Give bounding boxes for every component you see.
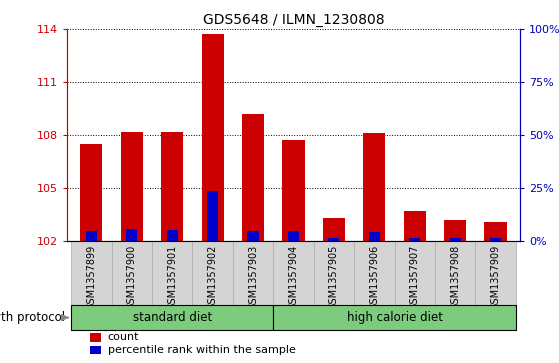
Title: GDS5648 / ILMN_1230808: GDS5648 / ILMN_1230808 bbox=[203, 13, 384, 26]
FancyBboxPatch shape bbox=[273, 241, 314, 305]
Bar bbox=[207, 191, 218, 241]
Bar bbox=[167, 230, 178, 241]
Bar bbox=[273, 305, 516, 330]
Text: GSM1357905: GSM1357905 bbox=[329, 244, 339, 310]
Text: GSM1357909: GSM1357909 bbox=[491, 244, 501, 310]
FancyBboxPatch shape bbox=[354, 241, 395, 305]
Text: GSM1357900: GSM1357900 bbox=[127, 244, 137, 310]
Bar bbox=[86, 232, 97, 241]
Text: standard diet: standard diet bbox=[132, 311, 212, 324]
Text: GSM1357907: GSM1357907 bbox=[410, 244, 420, 310]
Bar bbox=[89, 333, 101, 342]
Bar bbox=[80, 144, 102, 241]
Bar bbox=[485, 222, 506, 241]
Text: growth protocol: growth protocol bbox=[0, 311, 65, 324]
Bar bbox=[71, 305, 273, 330]
Text: count: count bbox=[108, 333, 139, 342]
Bar bbox=[89, 346, 101, 354]
FancyBboxPatch shape bbox=[475, 241, 516, 305]
Text: high calorie diet: high calorie diet bbox=[347, 311, 443, 324]
Text: GSM1357903: GSM1357903 bbox=[248, 244, 258, 310]
Bar bbox=[409, 238, 420, 241]
Bar bbox=[126, 229, 138, 241]
Bar bbox=[323, 218, 345, 241]
Bar bbox=[404, 211, 426, 241]
Bar bbox=[288, 232, 299, 241]
Text: percentile rank within the sample: percentile rank within the sample bbox=[108, 345, 296, 355]
FancyBboxPatch shape bbox=[314, 241, 354, 305]
Text: GSM1357908: GSM1357908 bbox=[450, 244, 460, 310]
Text: GSM1357899: GSM1357899 bbox=[86, 244, 96, 310]
Text: GSM1357906: GSM1357906 bbox=[369, 244, 380, 310]
FancyBboxPatch shape bbox=[192, 241, 233, 305]
Bar bbox=[121, 131, 143, 241]
Bar bbox=[490, 238, 501, 241]
FancyBboxPatch shape bbox=[435, 241, 475, 305]
Text: GSM1357904: GSM1357904 bbox=[288, 244, 299, 310]
Bar bbox=[328, 238, 339, 241]
Bar bbox=[282, 140, 305, 241]
Bar bbox=[201, 34, 224, 241]
Text: GSM1357902: GSM1357902 bbox=[207, 244, 217, 310]
Text: GSM1357901: GSM1357901 bbox=[167, 244, 177, 310]
FancyBboxPatch shape bbox=[152, 241, 192, 305]
Bar bbox=[449, 238, 461, 241]
Bar bbox=[369, 232, 380, 241]
FancyBboxPatch shape bbox=[395, 241, 435, 305]
Bar bbox=[363, 133, 386, 241]
FancyBboxPatch shape bbox=[233, 241, 273, 305]
FancyBboxPatch shape bbox=[71, 241, 112, 305]
FancyBboxPatch shape bbox=[112, 241, 152, 305]
Bar bbox=[242, 114, 264, 241]
Bar bbox=[161, 131, 183, 241]
Bar bbox=[248, 232, 259, 241]
Bar bbox=[444, 220, 466, 241]
